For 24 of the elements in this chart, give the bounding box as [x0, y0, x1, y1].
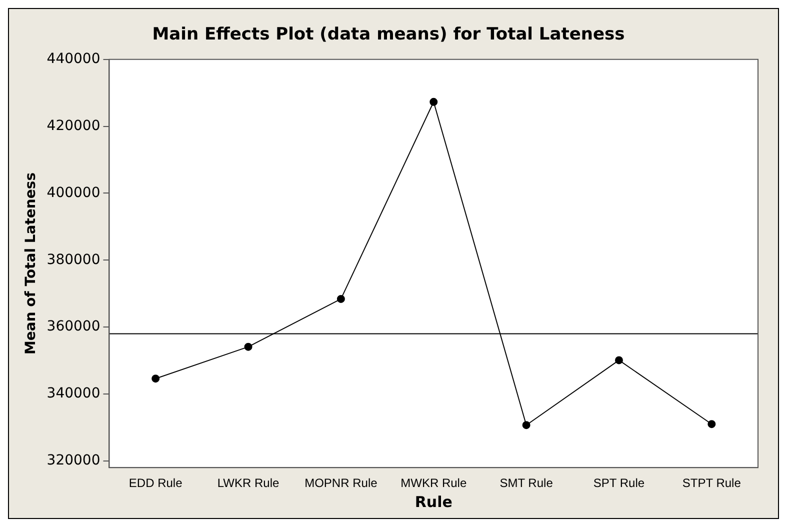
y-tick-label: 320000	[46, 452, 100, 469]
x-tick-label: EDD Rule	[128, 476, 183, 490]
x-tick-label: SPT Rule	[593, 476, 645, 490]
x-tick-label: LWKR Rule	[217, 476, 280, 490]
point	[152, 374, 160, 383]
y-tick-label: 420000	[46, 118, 100, 134]
point	[244, 342, 252, 351]
chart-title: Main Effects Plot (data means) for Total Lateness	[152, 24, 625, 45]
x-tick-label: MOPNR Rule	[304, 476, 378, 490]
point	[522, 421, 530, 430]
y-tick-label: 380000	[46, 252, 100, 268]
y-axis-title: Mean of Total Lateness	[23, 172, 40, 355]
y-tick-label: 360000	[46, 318, 100, 335]
point	[430, 98, 438, 106]
y-tick-label: 400000	[46, 184, 100, 201]
x-axis-title: Rule	[414, 492, 452, 511]
x-tick-label: STPT Rule	[682, 476, 742, 490]
point	[614, 356, 623, 364]
y-tick-label: 440000	[46, 51, 100, 68]
x-tick-label: SMT Rule	[500, 476, 554, 490]
y-tick-label: 340000	[46, 386, 100, 402]
point	[336, 294, 345, 303]
x-tick-label: MWKR Rule	[400, 476, 467, 490]
point	[708, 420, 716, 428]
